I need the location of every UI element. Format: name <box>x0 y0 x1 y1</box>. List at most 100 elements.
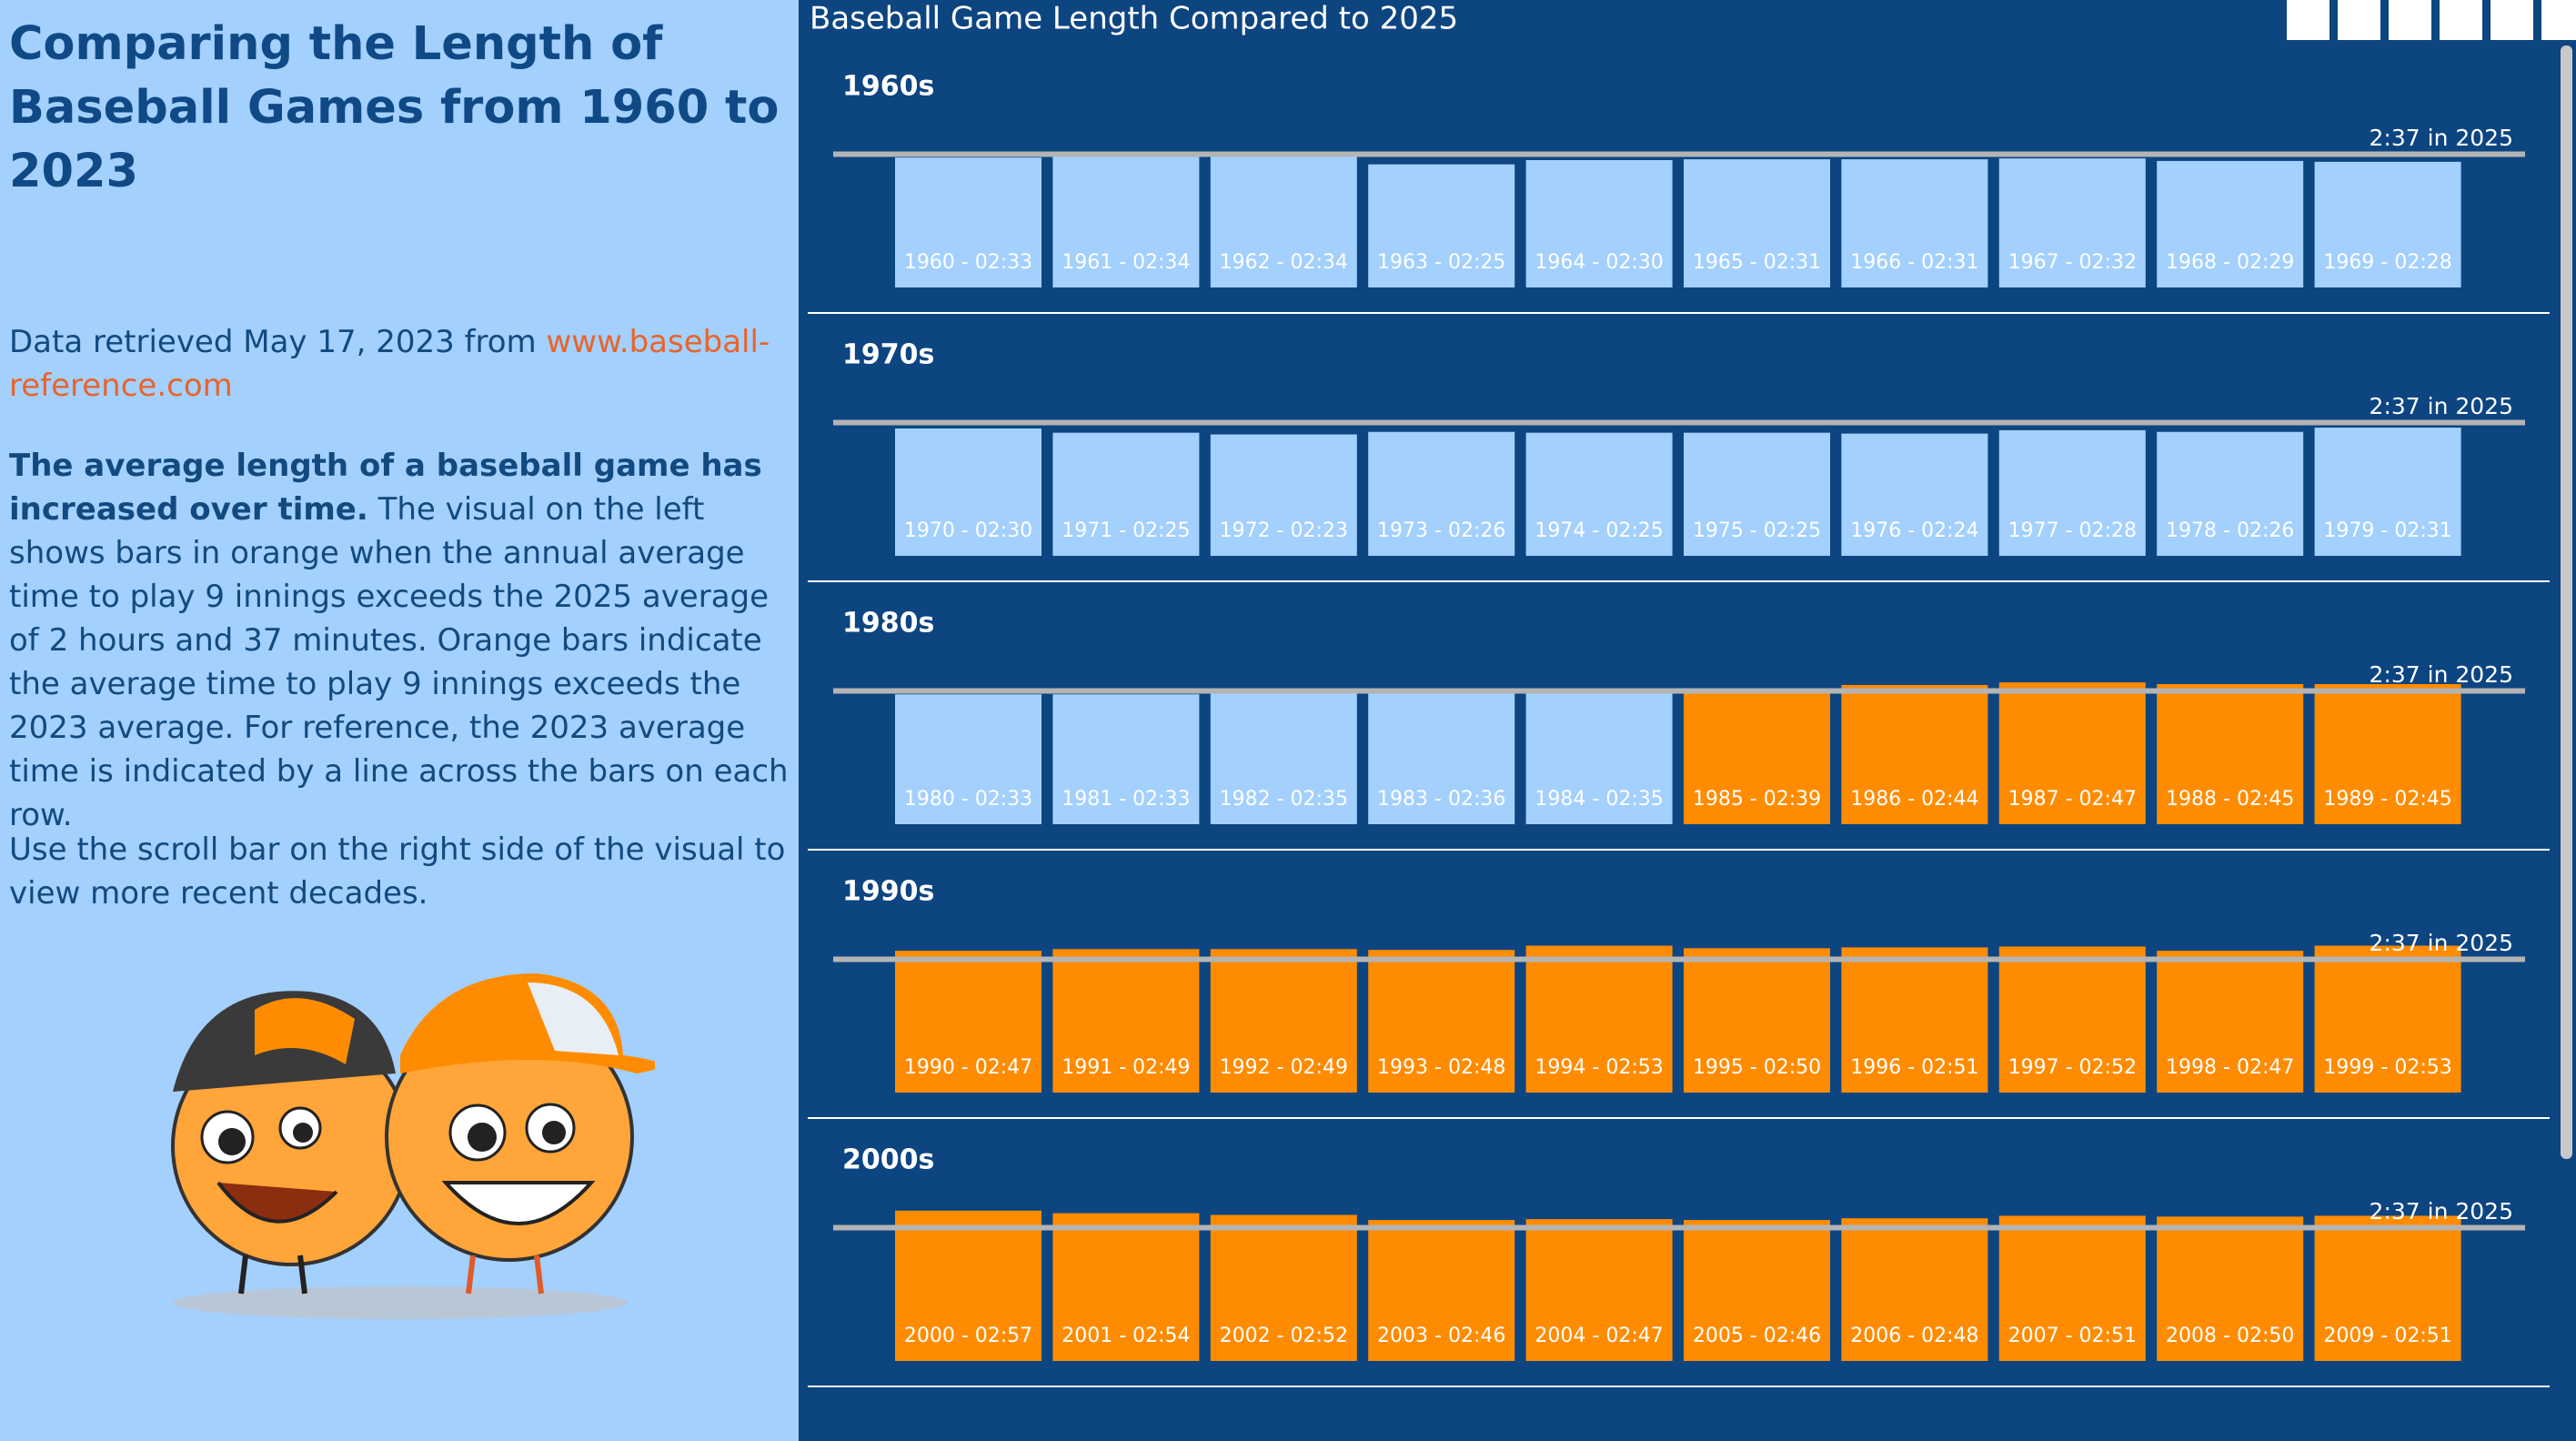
bar-label: 1969 - 02:28 <box>2323 251 2451 274</box>
bar <box>1210 949 1357 1093</box>
bar <box>1052 432 1200 556</box>
bar <box>1841 433 1988 556</box>
bar <box>2157 951 2304 1093</box>
toolbar-button[interactable] <box>2389 0 2431 40</box>
instructions: Use the scroll bar on the right side of … <box>9 831 786 912</box>
bar <box>1684 159 1830 287</box>
bar <box>1210 692 1357 824</box>
bar-label: 1977 - 02:28 <box>2008 519 2137 542</box>
bar <box>1525 160 1673 287</box>
bar <box>1998 429 2146 556</box>
bar <box>1998 1215 2146 1361</box>
toolbar-button[interactable] <box>2287 0 2329 40</box>
bar <box>895 157 1041 287</box>
toolbar-button[interactable] <box>2338 0 2380 40</box>
reference-label: 2:37 in 2025 <box>2370 930 2513 956</box>
bar-label: 1993 - 02:48 <box>1377 1056 1505 1079</box>
row-title: 2000s <box>842 1144 934 1176</box>
bar-label: 1976 - 02:24 <box>1850 519 1978 542</box>
bar-label: 1999 - 02:53 <box>2323 1056 2451 1079</box>
bar-label: 1971 - 02:25 <box>1062 519 1190 542</box>
bar <box>1998 946 2146 1093</box>
bar-label: 1962 - 02:34 <box>1220 251 1348 274</box>
bar-label: 1967 - 02:32 <box>2008 251 2137 274</box>
bar-label: 1964 - 02:30 <box>1535 251 1663 274</box>
bar-label: 1978 - 02:26 <box>2166 519 2294 542</box>
bar <box>895 428 1041 556</box>
reference-label: 2:37 in 2025 <box>2370 1198 2513 1224</box>
bar-label: 1991 - 02:49 <box>1062 1056 1190 1079</box>
bar-label: 1979 - 02:31 <box>2323 519 2451 542</box>
row-title: 1960s <box>842 71 934 103</box>
bar-label: 1988 - 02:45 <box>2166 788 2294 811</box>
bar <box>1052 1213 1200 1361</box>
toolbar-button[interactable] <box>2440 0 2482 40</box>
bar <box>2157 684 2304 824</box>
bar-label: 1980 - 02:33 <box>904 788 1032 811</box>
summary: The average length of a baseball game ha… <box>9 444 791 837</box>
bar-label: 1998 - 02:47 <box>2166 1056 2294 1079</box>
bar <box>2157 160 2304 287</box>
bar-label: 1960 - 02:33 <box>904 251 1032 274</box>
bar-label: 1983 - 02:36 <box>1377 788 1505 811</box>
bar-label: 1968 - 02:29 <box>2166 251 2294 274</box>
bar-label: 2000 - 02:57 <box>904 1325 1032 1347</box>
bar-label: 1970 - 02:30 <box>904 519 1032 542</box>
bar <box>2157 1216 2304 1361</box>
bar-label: 1995 - 02:50 <box>1693 1056 1821 1079</box>
bar <box>2314 684 2461 824</box>
bar-label: 2008 - 02:50 <box>2166 1325 2294 1347</box>
summary-bold: The average length of a baseball game ha… <box>9 448 762 528</box>
bar-label: 1965 - 02:31 <box>1693 251 1821 274</box>
bar <box>1525 1219 1673 1361</box>
bar <box>895 951 1041 1093</box>
bar-label: 2005 - 02:46 <box>1693 1325 1821 1347</box>
bar-label: 2007 - 02:51 <box>2008 1325 2137 1347</box>
left-panel: Comparing the Length of Baseball Games f… <box>0 0 799 1441</box>
bar <box>1368 950 1515 1093</box>
bar <box>1998 158 2146 287</box>
bar-label: 2002 - 02:52 <box>1220 1325 1348 1347</box>
bar-label: 2004 - 02:47 <box>1535 1325 1663 1347</box>
bar <box>1052 156 1200 287</box>
bar <box>1525 432 1673 556</box>
bar <box>1368 164 1515 287</box>
bar-label: 1990 - 02:47 <box>904 1056 1032 1079</box>
bar-label: 1996 - 02:51 <box>1850 1056 1978 1079</box>
summary-text: The visual on the left shows bars in ora… <box>9 491 789 833</box>
bar <box>1368 1220 1515 1361</box>
bar <box>895 694 1041 824</box>
bar <box>1210 156 1357 287</box>
bar <box>1210 1214 1357 1361</box>
source-link[interactable]: www.baseball-reference.com <box>9 324 770 404</box>
toolbar-button[interactable] <box>2541 0 2576 40</box>
bar <box>1684 432 1830 556</box>
source-prefix: Data retrieved May 17, 2023 from <box>9 324 547 360</box>
bar <box>1841 159 1988 287</box>
bar-label: 1973 - 02:26 <box>1377 519 1505 542</box>
bar <box>1052 694 1200 824</box>
bar-label: 1981 - 02:33 <box>1062 788 1190 811</box>
bar-label: 2009 - 02:51 <box>2323 1325 2451 1347</box>
bar-label: 1997 - 02:52 <box>2008 1056 2137 1079</box>
scrollbar[interactable] <box>2561 45 2572 1159</box>
bar <box>1998 682 2146 824</box>
bar <box>895 1210 1041 1361</box>
reference-label: 2:37 in 2025 <box>2370 661 2513 688</box>
bar <box>1368 431 1515 556</box>
bar <box>2314 1215 2461 1361</box>
bar <box>1525 692 1673 824</box>
bar <box>1841 947 1988 1093</box>
reference-label: 2:37 in 2025 <box>2370 125 2513 151</box>
toolbar-button[interactable] <box>2490 0 2533 40</box>
bar <box>1210 434 1357 556</box>
bar-label: 1974 - 02:25 <box>1535 519 1663 542</box>
bar <box>2314 945 2461 1093</box>
bar-label: 1963 - 02:25 <box>1377 251 1505 274</box>
bar <box>1368 691 1515 824</box>
bar <box>2314 428 2461 556</box>
visual-title: Baseball Game Length Compared to 2025 <box>810 1 1458 37</box>
bar-label: 1982 - 02:35 <box>1220 788 1348 811</box>
page-title: Comparing the Length of Baseball Games f… <box>9 17 780 198</box>
bar-label: 2003 - 02:46 <box>1377 1325 1505 1347</box>
